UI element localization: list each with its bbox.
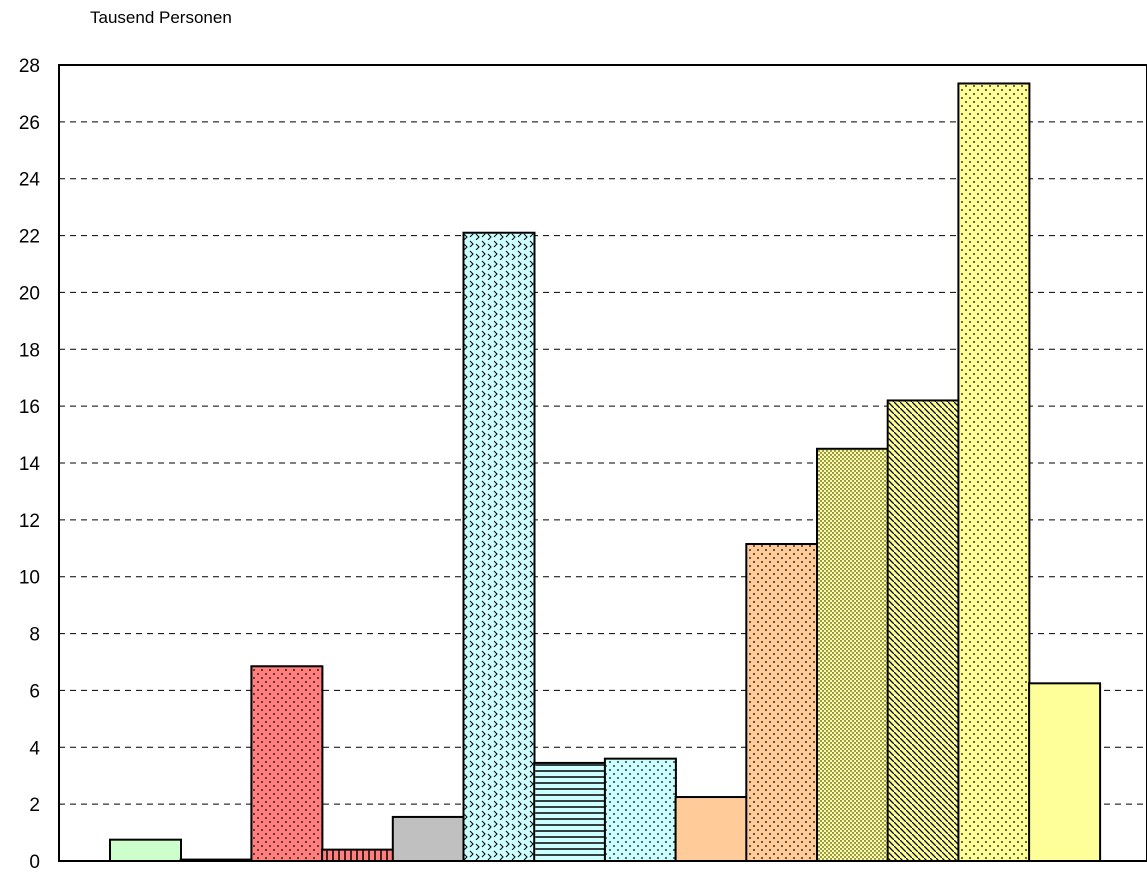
y-tick-label: 16 [19,397,40,418]
plot-frame [58,64,1147,862]
y-axis-label: Tausend Personen [90,8,232,27]
y-tick-label: 2 [29,795,40,816]
y-tick-label: 24 [19,170,41,191]
y-tick-label: 6 [29,681,40,702]
y-tick-label: 0 [29,852,40,871]
y-tick-label: 20 [19,283,40,304]
y-tick-label: 8 [29,625,40,646]
y-tick-label: 10 [19,568,40,589]
bar-pattern [818,449,887,860]
bar [109,838,182,863]
bar-pattern [323,850,393,860]
y-tick-label: 12 [19,511,40,532]
y-tick-label: 28 [19,56,40,77]
bar-pattern [747,545,817,860]
y-tick-label: 26 [19,113,40,134]
bar-pattern [535,763,605,860]
bar [391,815,465,863]
bar-pattern [959,84,1029,860]
y-tick-label: 18 [19,340,40,361]
bar-pattern [888,401,958,860]
y-tick-label: 4 [29,738,40,759]
bar [674,796,748,862]
y-tick-label: 14 [19,454,41,475]
bar [1028,682,1102,862]
bar-pattern [605,759,675,860]
bar-pattern [252,667,322,860]
y-tick-label: 22 [19,227,40,248]
bar-pattern [464,233,534,860]
